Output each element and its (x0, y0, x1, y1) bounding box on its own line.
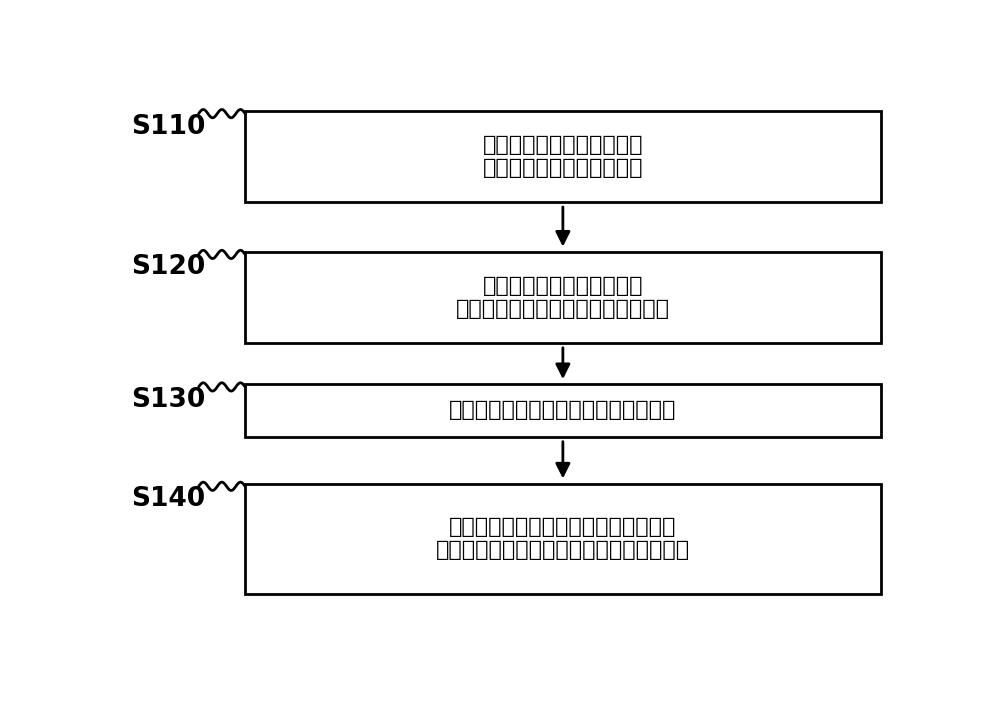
Text: S140: S140 (131, 486, 205, 513)
Bar (245, 111, 881, 202)
Text: S120: S120 (131, 255, 205, 280)
Bar (245, 252, 881, 343)
Text: S110: S110 (131, 113, 206, 140)
Bar (245, 384, 881, 437)
Text: 决定该电位下降热区的一电路密度限制: 决定该电位下降热区的一电路密度限制 (449, 400, 677, 420)
Bar (245, 483, 881, 594)
Text: 执行一集成电路布局流程，
以得到一原始集成电路布局: 执行一集成电路布局流程， 以得到一原始集成电路布局 (483, 135, 643, 178)
Text: 依据该电路密度限制，重新执行该集成
电路布局流程，以得到一更新集成电路布局: 依据该电路密度限制，重新执行该集成 电路布局流程，以得到一更新集成电路布局 (436, 517, 690, 561)
Text: S130: S130 (131, 387, 205, 413)
Text: 对该原始集成电路布局执行
一电位分析，以得到一电位下降热区: 对该原始集成电路布局执行 一电位分析，以得到一电位下降热区 (456, 275, 670, 319)
